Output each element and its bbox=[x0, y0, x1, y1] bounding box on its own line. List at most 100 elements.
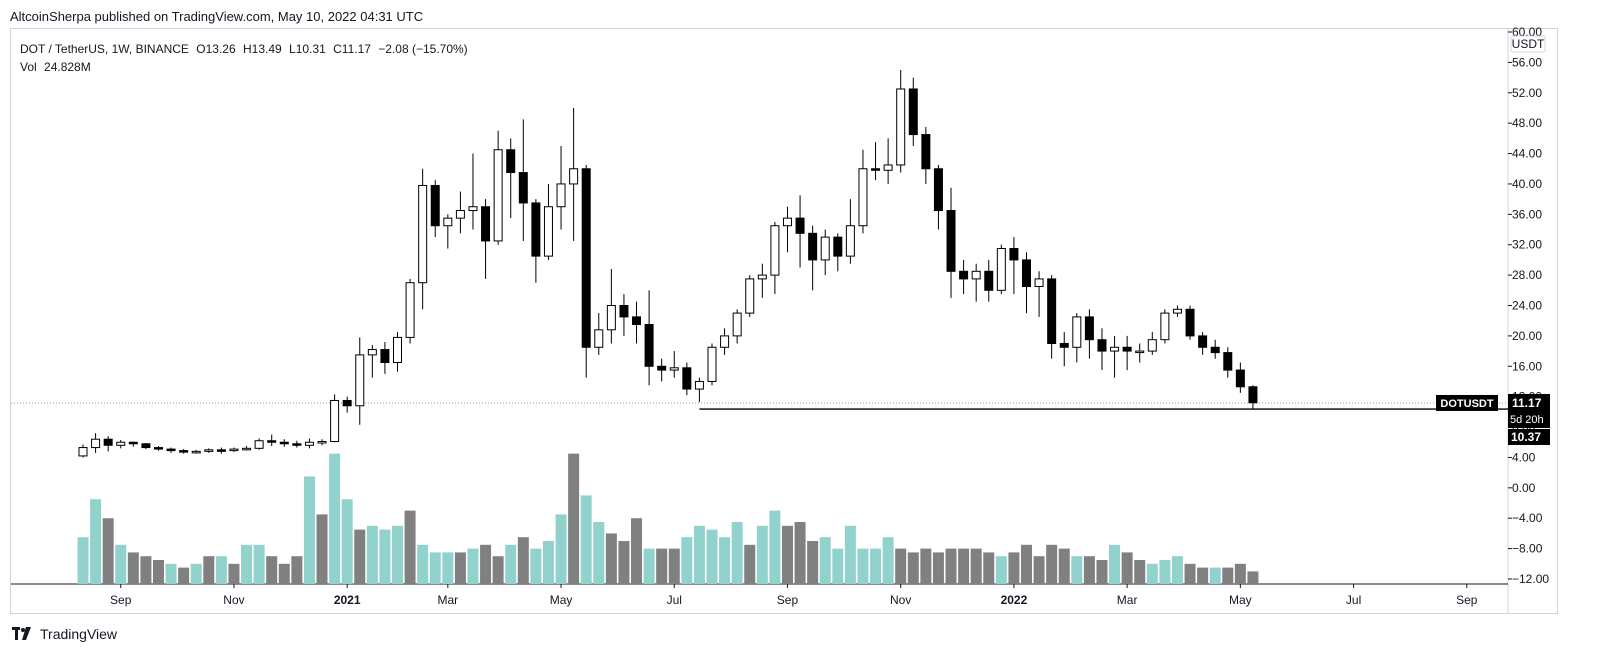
volume-bar bbox=[1159, 560, 1171, 584]
volume-bar bbox=[303, 476, 315, 584]
x-tick-label: Nov bbox=[223, 593, 244, 607]
y-tick-label: 24.00 bbox=[1512, 299, 1542, 313]
y-tick-label: 52.00 bbox=[1512, 86, 1542, 100]
candle bbox=[1223, 352, 1233, 371]
x-tick-label: Mar bbox=[1117, 593, 1138, 607]
volume-bar bbox=[102, 518, 114, 584]
volume-bar bbox=[140, 556, 152, 584]
candle bbox=[531, 202, 541, 257]
y-tick-label: 36.00 bbox=[1512, 207, 1542, 221]
candle bbox=[254, 440, 264, 449]
candle bbox=[179, 450, 189, 453]
volume-bar bbox=[542, 541, 554, 584]
ohlc-high: H13.49 bbox=[243, 42, 282, 56]
volume-bar bbox=[1171, 556, 1183, 584]
volume-bar bbox=[404, 510, 416, 584]
candle bbox=[669, 367, 679, 371]
symbol-label[interactable]: DOT / TetherUS, 1W, BINANCE bbox=[20, 42, 189, 56]
candle bbox=[330, 399, 340, 442]
volume-bar bbox=[769, 510, 781, 584]
volume-bar bbox=[291, 556, 303, 584]
candle bbox=[1072, 316, 1082, 348]
volume-bar bbox=[744, 544, 756, 584]
volume-bar bbox=[945, 548, 957, 584]
candle bbox=[1097, 339, 1107, 352]
candle bbox=[757, 274, 767, 280]
candle bbox=[984, 270, 994, 291]
symbol-tag: DOTUSDT bbox=[1440, 398, 1493, 410]
candle bbox=[1185, 308, 1195, 337]
low-marker-label: 10.37 bbox=[1511, 430, 1541, 444]
candle bbox=[1022, 259, 1031, 288]
volume-bar bbox=[643, 548, 655, 584]
candle bbox=[644, 323, 654, 367]
x-tick-label: Jul bbox=[1346, 593, 1361, 607]
volume-bar bbox=[530, 548, 542, 584]
brand-name: TradingView bbox=[40, 626, 118, 642]
volume-bar bbox=[417, 544, 429, 584]
volume-bar bbox=[1134, 560, 1146, 584]
volume-bar bbox=[429, 552, 441, 584]
tradingview-logo[interactable]: TradingView bbox=[12, 626, 117, 642]
volume-bar bbox=[580, 495, 592, 584]
candle bbox=[1147, 339, 1157, 352]
volume-bar bbox=[278, 563, 290, 584]
candle bbox=[971, 270, 981, 280]
candle bbox=[1009, 248, 1019, 261]
volume-bar bbox=[178, 567, 190, 584]
x-tick-label: May bbox=[550, 593, 573, 607]
candle bbox=[216, 449, 226, 452]
candle bbox=[896, 88, 906, 166]
volume-bar bbox=[668, 548, 680, 584]
candle bbox=[594, 329, 604, 348]
volume-bar bbox=[1058, 548, 1070, 584]
candle bbox=[745, 278, 755, 314]
y-tick-label: 0.00 bbox=[1512, 481, 1536, 495]
volume-bar bbox=[505, 544, 517, 584]
candle bbox=[304, 441, 314, 446]
volume-bar bbox=[1046, 544, 1058, 584]
candle bbox=[493, 149, 503, 242]
candle bbox=[204, 449, 214, 452]
candle bbox=[694, 380, 704, 390]
volume-bar bbox=[656, 548, 668, 584]
candle bbox=[355, 354, 365, 407]
candle bbox=[405, 282, 415, 338]
volume-bar bbox=[1146, 563, 1158, 584]
volume-bar bbox=[316, 514, 328, 584]
volume-bar bbox=[266, 556, 278, 584]
vol-label[interactable]: Vol bbox=[20, 60, 37, 74]
y-tick-label: 28.00 bbox=[1512, 268, 1542, 282]
candle bbox=[556, 183, 566, 208]
volume-bar bbox=[907, 552, 919, 584]
volume-bar bbox=[1247, 571, 1259, 584]
candle bbox=[682, 367, 692, 390]
volume-bar bbox=[1071, 556, 1083, 584]
volume-bar bbox=[1083, 556, 1095, 584]
y-tick-label: 44.00 bbox=[1512, 147, 1542, 161]
candle bbox=[468, 206, 478, 212]
y-tick-label: 4.00 bbox=[1512, 450, 1536, 464]
candle bbox=[229, 448, 239, 452]
volume-bar bbox=[568, 453, 580, 584]
candle bbox=[657, 365, 667, 371]
candle bbox=[707, 346, 717, 382]
candle bbox=[1047, 278, 1057, 344]
volume-bar bbox=[807, 541, 819, 584]
y-tick-label: −4.00 bbox=[1512, 511, 1543, 525]
volume-bar bbox=[1197, 567, 1209, 584]
volume-bar bbox=[1008, 552, 1020, 584]
candle bbox=[1235, 369, 1245, 388]
ohlc-low: L10.31 bbox=[289, 42, 326, 56]
volume-bar bbox=[731, 522, 743, 584]
candle bbox=[1034, 278, 1044, 288]
volume-bar bbox=[1222, 567, 1234, 584]
x-tick-label: Sep bbox=[110, 593, 132, 607]
candle bbox=[959, 270, 969, 280]
y-tick-label: 40.00 bbox=[1512, 177, 1542, 191]
candle bbox=[543, 206, 553, 257]
low-marker-box bbox=[1508, 428, 1550, 445]
candle bbox=[78, 447, 88, 457]
volume-bar bbox=[115, 544, 127, 584]
